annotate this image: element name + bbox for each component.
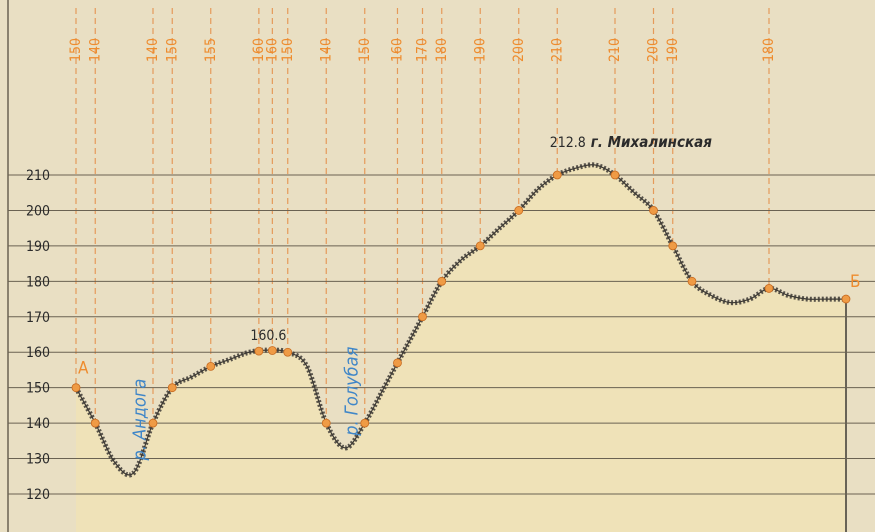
elevation-marker (437, 276, 447, 286)
vertical-guide-label: 190 (665, 38, 681, 62)
y-tick-label: 170 (26, 310, 50, 326)
elevation-marker (764, 284, 774, 293)
elevation-marker (206, 361, 216, 371)
vertical-guide-label: 140 (145, 38, 161, 62)
y-tick-label: 180 (26, 274, 50, 290)
elevation-marker (418, 312, 427, 322)
vertical-guide-label: 150 (164, 38, 180, 62)
horizontal-grid (8, 174, 875, 495)
elevation-marker (71, 383, 81, 393)
y-tick-label: 160 (26, 345, 50, 361)
annotations: А Б 160.6 212.8 г. Михалинская р. Андога р. Го… (78, 133, 861, 461)
area-fill (76, 164, 847, 532)
vertical-guide-label: 160 (251, 38, 267, 62)
vertical-guide-label: 200 (646, 38, 662, 62)
elevation-marker (687, 276, 697, 286)
y-tick-label: 130 (26, 452, 50, 468)
elevation-marker (552, 170, 562, 180)
river-label: р. Андога (130, 379, 151, 462)
y-tick-label: 120 (26, 487, 50, 503)
river-label: р. Голубая (342, 346, 363, 436)
y-axis-tick-labels: 120 130 140 150 160 170 180 190 200 210 (26, 168, 50, 503)
endpoint-start-label: А (78, 359, 89, 379)
vertical-guide-label: 210 (549, 38, 565, 62)
vertical-guide-label: 150 (280, 38, 296, 62)
vertical-guide-label: 210 (607, 38, 623, 62)
vertical-guide-label: 200 (511, 38, 527, 62)
endpoint-end-label: Б (850, 272, 861, 292)
elevation-marker (267, 346, 277, 355)
elevation-marker (167, 383, 177, 393)
y-tick-label: 150 (26, 381, 50, 397)
elevation-marker (841, 294, 851, 304)
elevation-marker (649, 206, 658, 215)
elevation-marker (254, 346, 264, 356)
vertical-guide-label: 160 (264, 38, 280, 62)
vertical-guide-label: 190 (472, 38, 488, 62)
vertical-guide-label: 140 (87, 38, 103, 62)
vertical-guide-label: 170 (415, 38, 431, 62)
elevation-marker (514, 206, 524, 215)
peak-label: 212.8 (550, 135, 586, 151)
vertical-guide-label: 150 (68, 38, 84, 62)
elevation-marker (148, 418, 158, 428)
area-fill-shape (76, 164, 846, 532)
elevation-marker (321, 418, 331, 428)
vertical-guide-label: 150 (357, 38, 373, 62)
profile-line-core (75, 164, 846, 476)
y-tick-label: 200 (26, 203, 50, 219)
elevation-markers (71, 170, 851, 428)
elevation-marker (475, 241, 485, 251)
y-tick-label: 210 (26, 168, 50, 184)
vertical-guide-label: 140 (318, 38, 334, 62)
vertical-guide-label: 155 (203, 38, 219, 62)
vertical-guide-label: 160 (389, 38, 405, 62)
vertical-guide-label: 180 (761, 38, 777, 62)
peak-label: 160.6 (250, 328, 286, 344)
elevation-marker (393, 358, 402, 368)
elevation-marker (90, 418, 100, 428)
elevation-marker (283, 347, 293, 357)
y-tick-label: 140 (26, 416, 50, 432)
vertical-guide-label: 180 (434, 38, 450, 62)
elevation-marker (668, 241, 678, 251)
elevation-profile (73, 162, 846, 478)
elevation-marker (360, 418, 370, 428)
summit-name-label: г. Михалинская (591, 133, 713, 151)
elevation-marker (610, 170, 620, 180)
y-tick-label: 190 (26, 239, 50, 255)
